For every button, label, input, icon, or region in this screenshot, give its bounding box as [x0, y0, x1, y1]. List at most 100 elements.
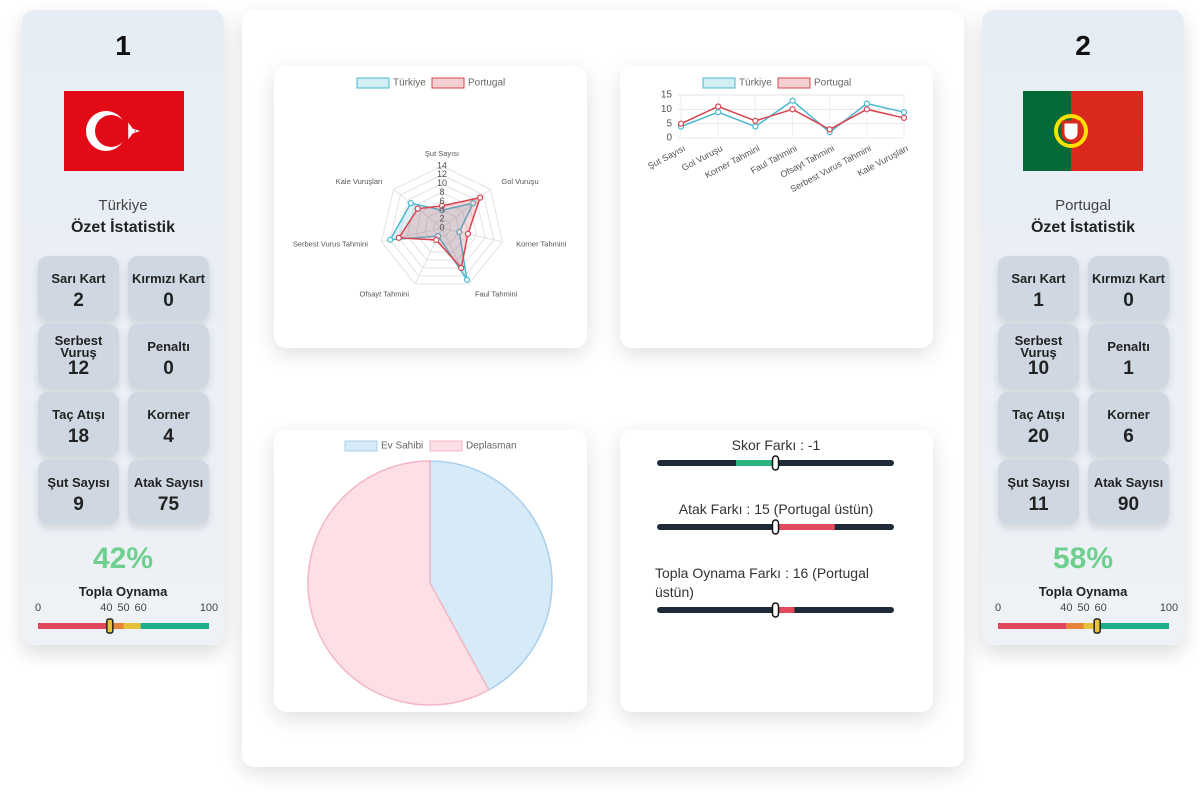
gauge-tick-label: 40	[1060, 602, 1072, 614]
legend-label: Türkiye	[739, 78, 772, 89]
stat-value: 75	[157, 494, 180, 515]
radar-tick-label: 12	[437, 169, 447, 179]
slider-label: Topla Oynama Farkı : 16 (Portugal üstün)	[655, 565, 869, 600]
stat-tile: Korner 4	[128, 392, 209, 456]
radar-point	[433, 236, 440, 244]
gauge-segment	[1100, 623, 1169, 629]
stat-tile: Atak Sayısı 75	[128, 460, 209, 524]
gauge-segment	[1066, 623, 1084, 629]
stat-value: 4	[163, 426, 174, 447]
radar-tick-label: 0	[439, 222, 444, 232]
line-point	[752, 123, 759, 130]
stat-value: 1	[1123, 358, 1134, 379]
stat-label: Kırmızı Kart	[132, 271, 205, 286]
slider-fill	[775, 607, 795, 613]
legend-label: Deplasman	[466, 441, 517, 452]
stat-label: Korner	[147, 407, 190, 422]
gauge-tick-label: 0	[995, 602, 1001, 614]
stat-label: Atak Sayısı	[1093, 475, 1164, 490]
gauge-tick-label: 60	[1094, 602, 1106, 614]
stat-value: 9	[73, 494, 84, 515]
stat-tile: Kırmızı Kart 0	[128, 256, 209, 320]
legend-swatch	[429, 440, 463, 452]
radar-point	[458, 264, 465, 272]
radar-point	[438, 202, 446, 209]
gauge-segment	[38, 623, 107, 629]
line-point	[715, 103, 722, 110]
y-tick-label: 15	[661, 90, 673, 101]
slider-label-wrap: Skor Farkı : -1	[650, 436, 902, 455]
stat-value: 18	[67, 426, 90, 447]
legend-label: Portugal	[468, 78, 505, 89]
radar-axis-label: Faul Tahmini	[475, 290, 518, 299]
line-point	[715, 109, 722, 116]
gauge-marker	[106, 618, 114, 634]
stat-tile: Kırmızı Kart 0	[1088, 256, 1169, 320]
stat-value: 6	[1123, 426, 1134, 447]
radar-point	[470, 200, 477, 207]
radar-axis-label: Şut Sayısı	[425, 149, 459, 158]
stat-label: Penaltı	[1107, 339, 1150, 354]
line-point	[900, 109, 908, 116]
stat-label: Serbest Vuruş	[1014, 333, 1063, 360]
gauge-tick-label: 100	[200, 602, 218, 614]
slider-fill	[775, 524, 835, 530]
y-tick-label: 10	[661, 104, 673, 115]
stat-tile: Sarı Kart 1	[998, 256, 1079, 320]
legend-swatch	[777, 77, 811, 89]
stat-label: Serbest Vuruş	[54, 333, 103, 360]
y-tick-label: 5	[666, 118, 672, 129]
stat-tile: Taç Atışı 20	[998, 392, 1079, 456]
stat-value: 1	[1033, 290, 1044, 311]
radar-tick-label: 14	[437, 160, 447, 170]
radar-grid	[406, 192, 478, 261]
gauge-segment	[123, 623, 141, 629]
slider-thumb	[771, 519, 780, 535]
gauge-marker	[1093, 618, 1101, 634]
stat-label: Şut Sayısı	[47, 475, 110, 490]
radar-tick-label: 2	[439, 214, 444, 224]
stat-value: 11	[1028, 494, 1049, 515]
radar-tick-label: 10	[437, 178, 447, 188]
radar-point	[456, 228, 463, 236]
legend-label: Portugal	[814, 78, 851, 89]
legend-label: Türkiye	[393, 78, 426, 89]
possession-value: 42%	[92, 542, 154, 575]
stat-label: Taç Atışı	[52, 407, 105, 422]
stat-value: 10	[1027, 358, 1050, 379]
stat-tile: Şut Sayısı 11	[998, 460, 1079, 524]
slider-label: Skor Farkı : -1	[731, 437, 821, 453]
stat-tile: Atak Sayısı 90	[1088, 460, 1169, 524]
stat-label: Sarı Kart	[1011, 271, 1066, 286]
y-tick-label: 0	[666, 133, 672, 144]
radar-point	[387, 236, 394, 243]
gauge-segment	[106, 623, 124, 629]
stat-tile: Serbest Vuruş 10	[998, 324, 1079, 388]
stat-tile: Taç Atışı 18	[38, 392, 119, 456]
radar-axis-label: Gol Vuruşu	[501, 177, 538, 186]
gauge-tick-label: 100	[1160, 602, 1178, 614]
radar-axis-label: Kale Vuruşları	[336, 177, 383, 186]
legend-swatch	[356, 77, 390, 89]
radar-grid	[432, 218, 452, 237]
stat-tile: Penaltı 1	[1088, 324, 1169, 388]
radar-point	[476, 194, 484, 201]
slider-label-wrap: Atak Farkı : 15 (Portugal üstün)	[650, 500, 902, 519]
radar-grid	[424, 209, 460, 245]
radar-spoke	[441, 227, 470, 285]
gauge-tick-label: 60	[134, 602, 146, 614]
stat-tile: Şut Sayısı 9	[38, 460, 119, 524]
stat-label: Penaltı	[147, 339, 190, 354]
team-rank: 2	[1075, 30, 1091, 61]
radar-point	[407, 200, 414, 207]
legend-swatch	[344, 440, 378, 452]
team-name: Türkiye	[98, 197, 148, 214]
stat-label: Atak Sayısı	[133, 475, 204, 490]
radar-spoke	[441, 227, 503, 243]
line-point	[863, 106, 870, 113]
team-name: Portugal	[1055, 197, 1111, 214]
line-point	[789, 97, 796, 104]
team-rank: 1	[115, 30, 131, 61]
gauge-tick-label: 50	[1077, 602, 1089, 614]
